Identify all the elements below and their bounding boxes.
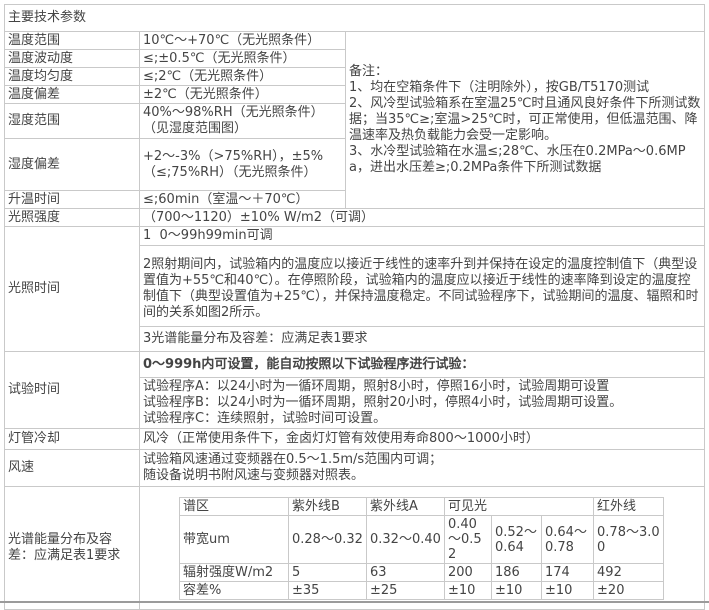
irradiance-value: 5 (288, 563, 367, 582)
table-row: 光照强度 （700～1120）±10% W/m2（可调） (4, 208, 705, 227)
tolerance-value: ±35 (288, 581, 367, 600)
spectrum-table: 谱区 紫外线B 紫外线A 可见光 红外线 带宽um 0.28～0.32 0.32… (179, 497, 665, 600)
light-time-item-1: 1 0～99h99min可调 (139, 226, 705, 246)
row-value-humidity-range: 40%～98%RH（无光照条件）（见湿度范围图） (139, 103, 346, 139)
table-row: 湿度偏差 +2～-3%（>75%RH），±5%（≤;75%RH）（无光照条件） (4, 138, 705, 191)
irradiance-value: 200 (444, 563, 492, 582)
irradiance-value: 492 (593, 563, 665, 582)
light-time-paragraph: 2照射期间内，试验箱内的温度应以接近于线性的速率升到并保持在设定的温度控制值下（… (143, 256, 699, 320)
row-value-humidity-deviation: +2～-3%（>75%RH），±5%（≤;75%RH）（无光照条件） (139, 138, 346, 191)
notes-item-3: 3、水冷型试验箱在水温≤;28℃、水压在0.2MPa～0.6MPa，进出水压差≥… (349, 144, 686, 175)
table-row: 试验时间 0～999h内可设置，能自动按照以下试验程序进行试验： (4, 351, 705, 429)
spectrum-col-infrared: 红外线 (593, 497, 665, 516)
tolerance-value: ±10 (444, 581, 492, 600)
tolerance-value: ±10 (540, 581, 595, 600)
table-row: 3光谱能量分布及容差：应满足表1要求 (5, 326, 705, 352)
irradiance-value: 174 (540, 563, 595, 582)
notes-heading: 备注： (349, 64, 389, 79)
irradiance-value: 63 (366, 563, 445, 582)
light-time-item-2: 2照射期间内，试验箱内的温度应以接近于线性的速率升到并保持在设定的温度控制值下（… (139, 245, 705, 327)
row-value-light-intensity: （700～1120）±10% W/m2（可调） (139, 208, 705, 227)
spectrum-col-visible: 可见光 (443, 497, 595, 516)
row-label-test-time: 试验时间 (4, 351, 140, 429)
tolerance-value: ±25 (366, 581, 445, 600)
table-row: 风速 试验箱风速通过变频器在0.5～1.5m/s范围内可调； 随设备说明书附风速… (4, 449, 705, 487)
notes-item-2: 2、风冷型试验箱系在室温25℃时且通风良好条件下所测试数据；当35℃≥;室温>2… (349, 96, 701, 143)
table-row: 辐射强度W/m2 5 63 200 186 174 492 (179, 563, 665, 582)
row-label-light-time: 光照时间 (4, 226, 140, 352)
wind-speed-line-2: 随设备说明书附风速与变频器对照表。 (143, 468, 365, 483)
tolerance-value: ±10 (491, 581, 542, 600)
bandwidth-value: 0.40～0.52 (444, 515, 492, 564)
spectrum-col-uvb: 紫外线B (288, 497, 367, 516)
table-row: 光照时间 1 0～99h99min可调 (4, 226, 705, 352)
spectrum-row-header-tolerance: 容差% (179, 581, 289, 600)
row-label-lamp-cooling: 灯管冷却 (4, 428, 140, 450)
table-row: 光谱能量分布及容差：应满足表1要求 谱区 紫外线B 紫外线A 可见光 红外线 带… (4, 486, 705, 610)
test-program-c: 试验程序C：连续照射，试验时间可设置。 (143, 411, 387, 426)
row-label-temp-range: 温度范围 (4, 31, 140, 50)
table-row: 灯管冷却 风冷（正常使用条件下，金卤灯灯管有效使用寿命800～1000小时） (4, 428, 705, 450)
test-program-b: 试验程序B：以24小时为一循环周期，照射20小时，停照4小时，试验周期可设置。 (143, 395, 623, 410)
table-row: 容差% ±35 ±25 ±10 ±10 ±10 ±20 (179, 581, 665, 600)
row-label-temp-deviation: 温度偏差 (4, 85, 140, 104)
light-time-item-3: 3光谱能量分布及容差：应满足表1要求 (139, 326, 705, 352)
spectrum-col-uva: 紫外线A (366, 497, 445, 516)
row-label-humidity-range: 湿度范围 (4, 103, 140, 139)
irradiance-value: 186 (491, 563, 542, 582)
spectrum-row-header-irradiance: 辐射强度W/m2 (179, 563, 289, 582)
row-label-temp-fluctuation: 温度波动度 (4, 49, 140, 68)
spectrum-corner-header: 谱区 (179, 497, 289, 516)
notes-item-1: 1、均在空箱条件下（注明除外），按GB/T5170测试 (349, 80, 650, 95)
bandwidth-value: 0.78～3.00 (593, 515, 665, 564)
table-row: 谱区 紫外线B 紫外线A 可见光 红外线 (179, 497, 665, 516)
table-row: 带宽um 0.28～0.32 0.32～0.40 0.40～0.52 0.52～… (179, 515, 665, 564)
page-title: 主要技术参数 (4, 4, 705, 32)
row-value-temp-range: 10℃～+70℃（无光照条件） (139, 31, 346, 50)
row-label-heatup-time: 升温时间 (4, 190, 140, 209)
row-value-temp-fluctuation: ≤;±0.5℃（无光照条件） (139, 49, 346, 68)
table-row: 温度范围 10℃～+70℃（无光照条件） 备注： 1、均在空箱条件下（注明除外）… (4, 31, 705, 209)
bottom-divider (0, 601, 709, 603)
bandwidth-value: 0.52～0.64 (491, 515, 542, 564)
row-value-heatup-time: ≤;60min（室温～＋70℃） (139, 190, 346, 209)
row-value-lamp-cooling: 风冷（正常使用条件下，金卤灯灯管有效使用寿命800～1000小时） (139, 428, 705, 450)
table-row: 温度偏差 ±2℃（无光照条件） (4, 85, 705, 104)
test-program-a: 试验程序A：以24小时为一循环周期，照射8小时，停照16小时，试验周期可设置 (143, 379, 610, 394)
row-label-humidity-deviation: 湿度偏差 (4, 138, 140, 191)
bandwidth-value: 0.28～0.32 (288, 515, 367, 564)
spectrum-row-header-bandwidth: 带宽um (179, 515, 289, 564)
notes-cell: 备注： 1、均在空箱条件下（注明除外），按GB/T5170测试 2、风冷型试验箱… (345, 31, 705, 209)
row-value-temp-uniformity: ≤;2℃（无光照条件） (139, 67, 346, 86)
row-label-wind-speed: 风速 (4, 449, 140, 487)
bandwidth-value: 0.64～0.78 (540, 515, 595, 564)
row-label-spectrum: 光谱能量分布及容差：应满足表1要求 (4, 486, 140, 610)
table-row: 2照射期间内，试验箱内的温度应以接近于线性的速率升到并保持在设定的温度控制值下（… (5, 245, 705, 327)
bandwidth-value: 0.32～0.40 (366, 515, 445, 564)
test-time-programs: 试验程序A：以24小时为一循环周期，照射8小时，停照16小时，试验周期可设置 试… (139, 377, 705, 429)
row-value-temp-deviation: ±2℃（无光照条件） (139, 85, 346, 104)
wind-speed-line-1: 试验箱风速通过变频器在0.5～1.5m/s范围内可调； (143, 452, 443, 467)
row-value-wind-speed: 试验箱风速通过变频器在0.5～1.5m/s范围内可调； 随设备说明书附风速与变频… (139, 449, 705, 487)
row-label-temp-uniformity: 温度均匀度 (4, 67, 140, 86)
test-time-header: 0～999h内可设置，能自动按照以下试验程序进行试验： (139, 351, 705, 378)
row-label-light-intensity: 光照强度 (4, 208, 140, 227)
tolerance-value: ±20 (593, 581, 665, 600)
table-row: 试验程序A：以24小时为一循环周期，照射8小时，停照16小时，试验周期可设置 试… (5, 377, 705, 429)
spectrum-cell: 谱区 紫外线B 紫外线A 可见光 红外线 带宽um 0.28～0.32 0.32… (139, 486, 705, 610)
spec-table: 主要技术参数 温度范围 10℃～+70℃（无光照条件） 备注： 1、均在空箱条件… (4, 4, 705, 610)
